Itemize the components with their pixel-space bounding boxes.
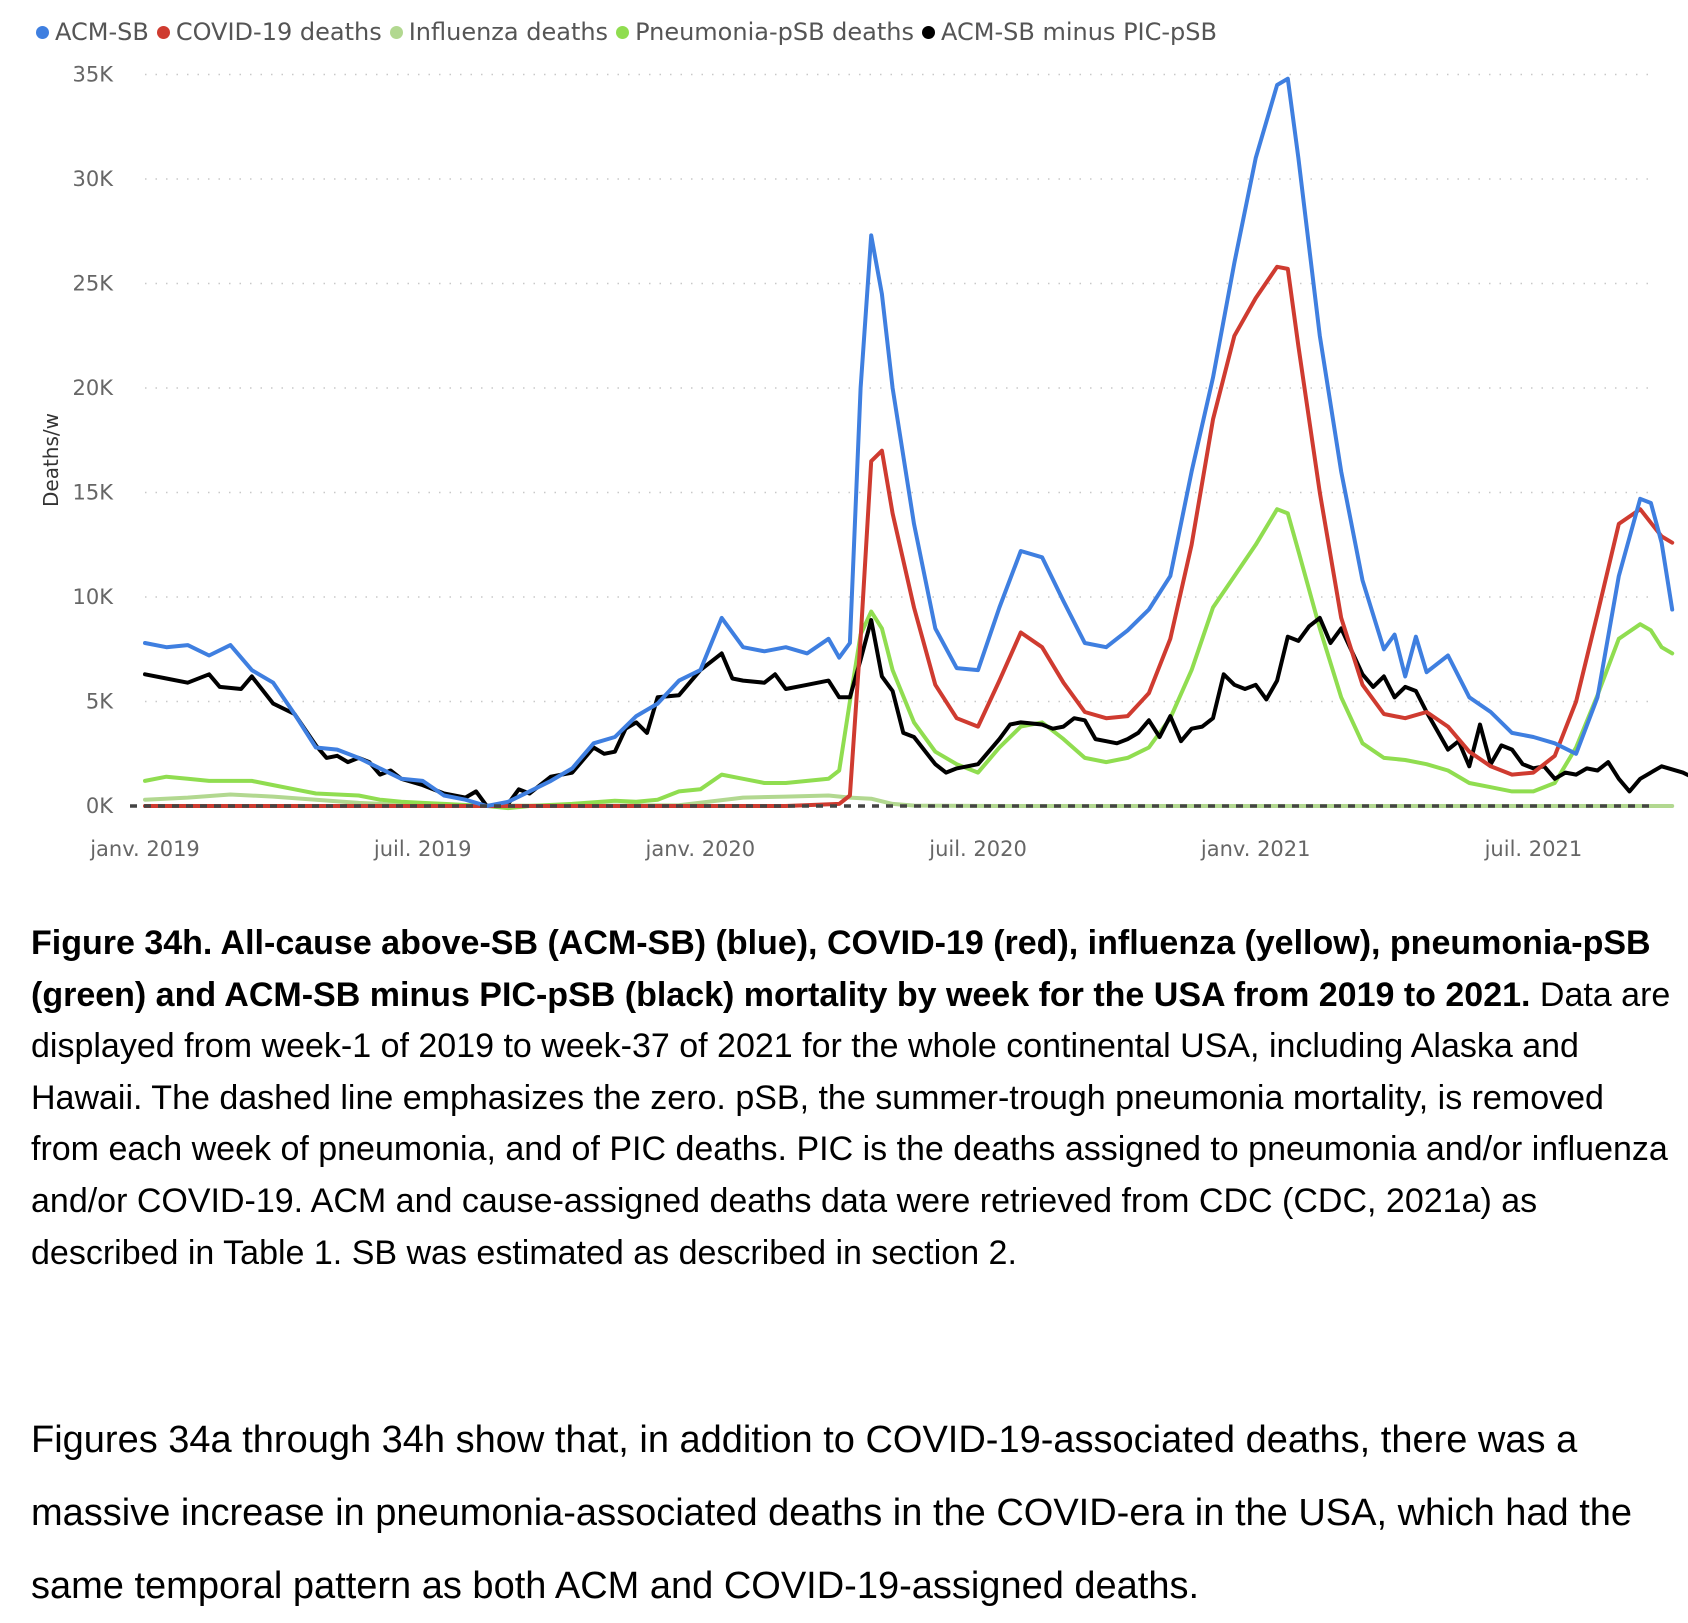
legend-dot-icon bbox=[156, 25, 170, 39]
y-axis-label: Deaths/w bbox=[39, 413, 63, 507]
series-line bbox=[143, 76, 1675, 808]
y-tick-label: 35K bbox=[73, 63, 115, 87]
x-tick-label: juil. 2021 bbox=[1484, 837, 1583, 861]
y-tick-label: 10K bbox=[73, 585, 115, 609]
x-tick-label: janv. 2020 bbox=[645, 837, 756, 861]
legend-label: ACM-SB bbox=[55, 18, 149, 46]
legend-label: Influenza deaths bbox=[408, 18, 609, 46]
legend-dot-icon bbox=[389, 25, 403, 39]
y-tick-label: 30K bbox=[73, 167, 115, 191]
body-paragraph: Figures 34a through 34h show that, in ad… bbox=[31, 1419, 1633, 1607]
legend-item: ACM-SB minus PIC-pSB bbox=[922, 18, 1217, 46]
chart-legend: ACM-SB COVID-19 deaths Influenza deaths Pne… bbox=[36, 18, 1225, 46]
legend-item: COVID-19 deaths bbox=[156, 18, 382, 46]
series-line bbox=[143, 615, 1688, 808]
y-tick-label: 0K bbox=[86, 794, 114, 818]
legend-dot-icon bbox=[922, 25, 936, 39]
figure-caption-text: Data are displayed from week-1 of 2019 t… bbox=[31, 975, 1671, 1272]
legend-label: ACM-SB minus PIC-pSB bbox=[941, 18, 1217, 46]
y-tick-label: 15K bbox=[73, 481, 115, 505]
x-tick-label: juil. 2019 bbox=[373, 837, 472, 861]
legend-label: COVID-19 deaths bbox=[175, 18, 382, 46]
y-tick-label: 20K bbox=[73, 376, 115, 400]
figure-caption-bold: Figure 34h. All-cause above-SB (ACM-SB) … bbox=[31, 924, 1651, 1014]
x-tick-label: juil. 2020 bbox=[928, 837, 1027, 861]
legend-item: Influenza deaths bbox=[389, 18, 609, 46]
chart-plot: 0K 5K 10K 15K 20K 25K 30K 35K janv. 2019 juil. 20… bbox=[39, 63, 1688, 861]
legend-item: ACM-SB bbox=[36, 18, 149, 46]
legend-dot-icon bbox=[616, 25, 630, 39]
series-line bbox=[143, 507, 1675, 811]
chart: ACM-SB COVID-19 deaths Influenza deaths Pne… bbox=[36, 18, 1688, 861]
y-tick-label: 25K bbox=[73, 272, 115, 296]
x-tick-label: janv. 2019 bbox=[89, 837, 200, 861]
legend-label: Pneumonia-pSB deaths bbox=[635, 18, 915, 46]
y-tick-label: 5K bbox=[86, 690, 114, 714]
series-line bbox=[143, 264, 1675, 808]
legend-item: Pneumonia-pSB deaths bbox=[616, 18, 914, 46]
x-tick-label: janv. 2021 bbox=[1200, 837, 1311, 861]
legend-dot-icon bbox=[36, 25, 49, 39]
figure-caption: Figure 34h. All-cause above-SB (ACM-SB) … bbox=[31, 918, 1671, 1279]
